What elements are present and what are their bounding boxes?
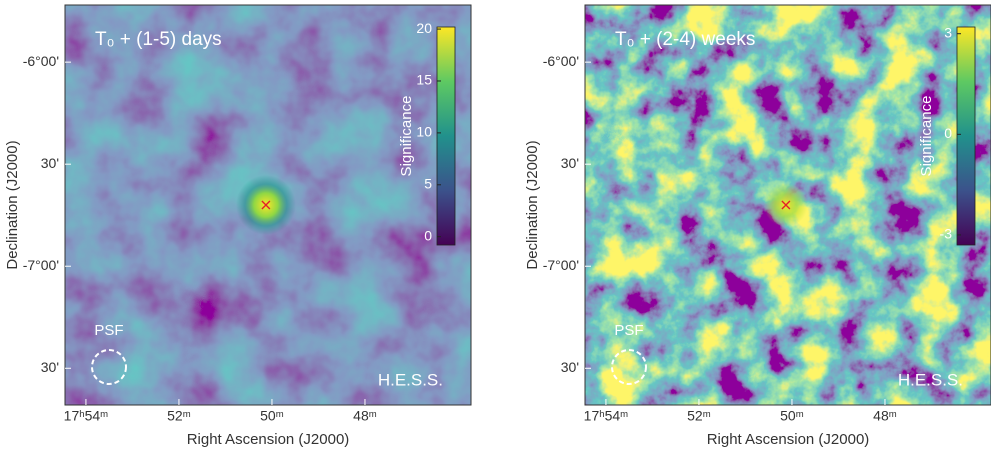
colorbar <box>436 26 456 246</box>
plot-frame <box>584 4 991 406</box>
colorbar-tick-label: 0 <box>944 125 952 141</box>
colorbar-tick-label: -3 <box>940 226 953 242</box>
colorbar-tick-label: 0 <box>424 227 432 243</box>
psf-circle <box>611 349 647 385</box>
y-tick-label: -7°00' <box>543 257 579 273</box>
colorbar-tick-label: 15 <box>416 72 432 88</box>
y-tick-label: -7°00' <box>23 257 59 273</box>
x-tick-label: 48ᵐ <box>873 408 897 424</box>
colorbar-tick-label: 20 <box>416 20 432 36</box>
colorbar-tick-label: 3 <box>944 24 952 40</box>
source-marker <box>781 200 791 210</box>
colorbar-label: Significance <box>918 96 935 177</box>
colorbar-tick-label: 10 <box>416 124 432 140</box>
y-tick-label: -6°00' <box>23 53 59 69</box>
panel-title: T₀ + (1-5) days <box>95 29 222 50</box>
psf-label: PSF <box>94 322 123 339</box>
x-tick-label: 17ʰ54ᵐ <box>584 408 629 424</box>
panel-title: T₀ + (2-4) weeks <box>615 29 755 50</box>
x-tick-label: 50ᵐ <box>780 408 804 424</box>
hess-label: H.E.S.S. <box>898 370 963 389</box>
x-tick-label: 50ᵐ <box>260 408 284 424</box>
x-tick-label: 52ᵐ <box>687 408 711 424</box>
hess-label: H.E.S.S. <box>378 370 443 389</box>
y-tick-label: -6°00' <box>543 53 579 69</box>
x-axis-label: Right Ascension (J2000) <box>707 431 870 448</box>
x-tick-label: 52ᵐ <box>167 408 191 424</box>
x-tick-label: 48ᵐ <box>353 408 377 424</box>
y-axis-label: Declination (J2000) <box>4 140 21 269</box>
colorbar-tick-label: 5 <box>424 175 432 191</box>
colorbar <box>956 26 976 246</box>
psf-circle <box>91 349 127 385</box>
y-tick-label: 30' <box>561 359 579 375</box>
y-tick-label: 30' <box>561 155 579 171</box>
y-tick-label: 30' <box>41 155 59 171</box>
x-axis-label: Right Ascension (J2000) <box>187 431 350 448</box>
plot-frame <box>64 4 472 406</box>
source-marker <box>261 200 271 210</box>
y-axis-label: Declination (J2000) <box>524 140 541 269</box>
psf-label: PSF <box>614 322 643 339</box>
y-tick-label: 30' <box>41 359 59 375</box>
colorbar-label: Significance <box>398 96 415 177</box>
x-tick-label: 17ʰ54ᵐ <box>64 408 109 424</box>
